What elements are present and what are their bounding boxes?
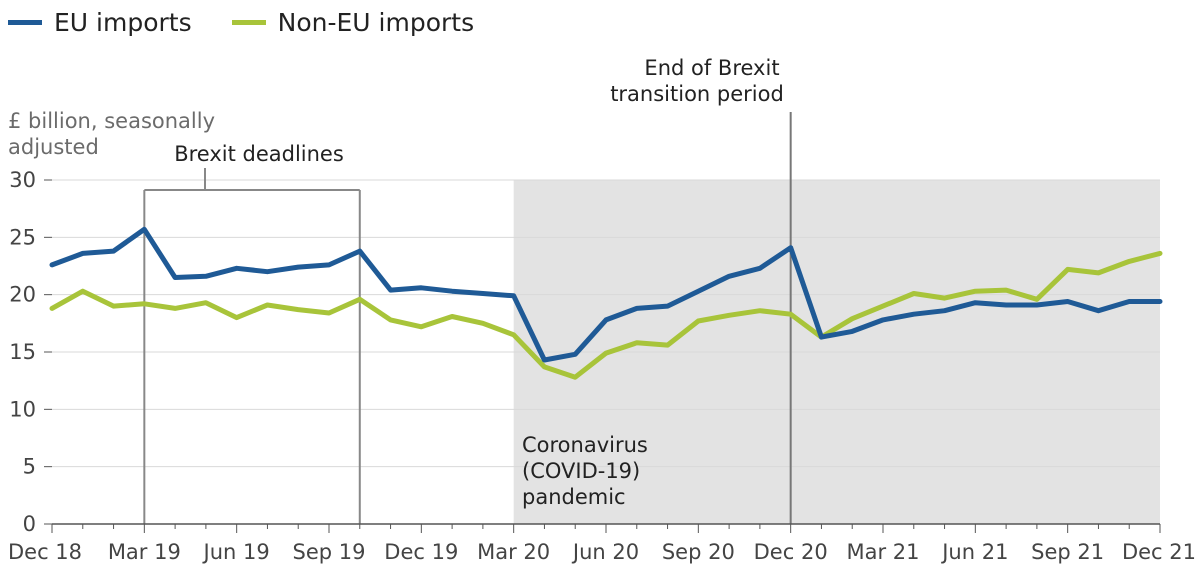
y-tick-label: 25 [9,225,36,249]
legend: EU imports Non-EU imports [8,8,514,37]
x-tick-label: Dec 21 [1122,540,1196,564]
y-axis-label-line2: adjusted [8,135,99,159]
gridlines [52,179,1160,468]
x-tick-label: Jun 19 [202,540,270,564]
x-tick-label: Dec 20 [754,540,828,564]
y-tick-label: 5 [23,455,36,479]
transition-label-line1: End of Brexit [644,56,779,80]
legend-item-eu: EU imports [8,8,192,37]
x-tick-label: Dec 18 [8,540,82,564]
legend-label-eu: EU imports [54,8,192,37]
x-tick-label: Sep 19 [293,540,366,564]
x-tick-label: Dec 19 [384,540,458,564]
x-tick-label: Sep 21 [1031,540,1104,564]
y-tick-label: 30 [9,168,36,192]
annotations-layer [143,112,792,524]
y-tick-label: 20 [9,283,36,307]
x-tick-label: Jun 21 [940,540,1008,564]
axes-layer: 0 5 10 15 20 25 30 Dec 18 Mar 19 Jun 19 Sep 19 Dec … [8,168,1196,564]
y-tick-label: 0 [23,512,36,536]
pandemic-label-line2: (COVID-19) [522,459,640,483]
y-tick-label: 10 [9,397,36,421]
x-tick-label: Mar 19 [108,540,181,564]
x-tick-label: Mar 21 [846,540,919,564]
legend-swatch-eu [8,20,42,25]
legend-item-non-eu: Non-EU imports [231,8,475,37]
x-tick-label: Mar 20 [477,540,550,564]
pandemic-label-line1: Coronavirus [522,433,648,457]
series-line-eu-imports [49,226,1163,363]
brexit-deadlines-label: Brexit deadlines [174,142,344,166]
pandemic-label-line3: pandemic [522,485,626,509]
x-tick-label: Jun 20 [571,540,639,564]
legend-swatch-non-eu [231,20,266,25]
legend-label-non-eu: Non-EU imports [277,8,475,37]
series-layer [49,226,1163,380]
x-tick-label: Sep 20 [662,540,735,564]
series-line-non-eu-imports [49,250,1163,380]
y-tick-label: 15 [9,340,36,364]
transition-label-line2: transition period [610,82,784,106]
y-axis-label-line1: £ billion, seasonally [8,109,215,133]
